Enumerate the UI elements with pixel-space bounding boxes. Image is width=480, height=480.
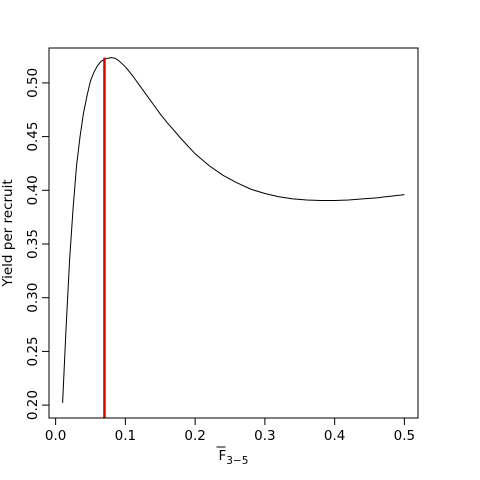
y-tick-label: 0.35 [25, 229, 41, 259]
plot-frame [48, 47, 419, 419]
y-tick-label: 0.30 [25, 283, 41, 313]
x-axis: 0.0 0.1 0.2 0.3 0.4 0.5 [45, 417, 415, 444]
y-tick-label: 0.40 [25, 175, 41, 205]
y-tick-label: 0.50 [25, 68, 41, 98]
x-tick-label: 0.2 [184, 428, 205, 444]
y-tick-label: 0.45 [25, 122, 41, 152]
x-axis-label-subscript: 3−5 [226, 455, 248, 467]
y-axis-label: Yield per recruit [0, 179, 16, 287]
y-tick-label: 0.20 [25, 390, 41, 420]
x-tick-label: 0.0 [45, 428, 66, 444]
x-axis-label: F3−5 [219, 448, 249, 467]
x-axis-label-main: F [219, 448, 227, 464]
y-tick-label: 0.25 [25, 336, 41, 366]
x-tick-label: 0.5 [394, 428, 415, 444]
x-tick-label: 0.4 [324, 428, 345, 444]
y-axis: 0.20 0.25 0.30 0.35 0.40 0.45 0.50 [25, 68, 50, 420]
x-tick-label: 0.3 [254, 428, 275, 444]
x-tick-label: 0.1 [115, 428, 136, 444]
yield-curve-line [62, 57, 405, 403]
